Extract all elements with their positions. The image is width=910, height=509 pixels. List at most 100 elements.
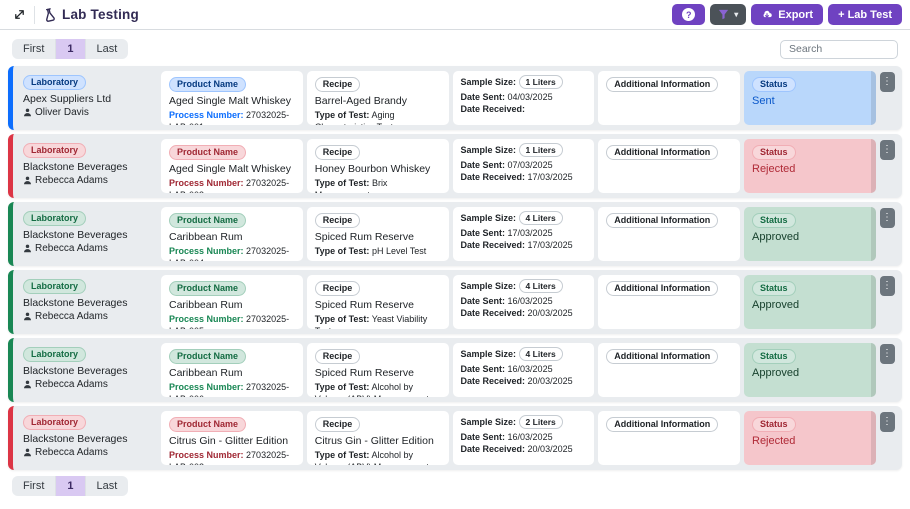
date-sent-label: Date Sent:	[460, 432, 506, 443]
filter-funnel-icon	[719, 9, 729, 20]
date-sent-value: 04/03/2025	[507, 92, 553, 103]
row-menu-column: ⋮	[876, 411, 898, 465]
rows-container: Laboratory Apex Suppliers Ltd Oliver Dav…	[0, 66, 910, 470]
row-menu-button[interactable]: ⋮	[879, 412, 895, 432]
type-of-test-value: Aging Characteristics Test	[315, 110, 395, 125]
status-badge: Status	[752, 144, 796, 161]
pagination-top: First 1 Last	[12, 39, 129, 59]
lab-test-row[interactable]: Laboratory Blackstone Beverages Rebecca …	[8, 270, 902, 334]
product-name-badge: Product Name	[169, 144, 247, 161]
product-card: Product Name Caribbean Rum Process Numbe…	[161, 343, 303, 397]
sample-size-badge: 4 Liters	[518, 347, 563, 362]
status-badge: Status	[752, 212, 796, 229]
row-menu-column: ⋮	[876, 207, 898, 261]
product-name-badge: Product Name	[169, 280, 247, 297]
contact-name: Rebecca Adams	[35, 243, 108, 255]
person-icon	[23, 448, 32, 457]
row-menu-button[interactable]: ⋮	[879, 276, 895, 296]
product-name: Citrus Gin - Glitter Edition	[169, 435, 289, 448]
date-received-value: 17/03/2025	[527, 240, 573, 251]
contact-name: Rebecca Adams	[35, 447, 108, 459]
lab-test-row[interactable]: Laboratory Blackstone Beverages Rebecca …	[8, 338, 902, 402]
process-number-value: 27032025-LAB-005	[169, 314, 290, 329]
sample-card: Sample Size: 2 Liters Date Sent: 16/03/2…	[452, 411, 595, 465]
laboratory-name: Blackstone Beverages	[23, 161, 128, 174]
contact-line: Rebecca Adams	[23, 379, 153, 390]
contact-name: Rebecca Adams	[35, 311, 108, 323]
type-of-test-label: Type of Test:	[314, 246, 370, 257]
pagination-page-1-button[interactable]: 1	[56, 476, 86, 496]
pagination-last-button[interactable]: Last	[85, 39, 129, 59]
status-value: Approved	[752, 367, 800, 380]
process-number-value: 27032025-LAB-001	[169, 110, 290, 125]
process-number-label: Process Number:	[169, 110, 244, 121]
lab-test-row[interactable]: Laboratory Blackstone Beverages Rebecca …	[8, 134, 902, 198]
laboratory-section: Laboratory Blackstone Beverages Rebecca …	[19, 275, 157, 329]
help-button[interactable]: ?	[672, 4, 706, 25]
export-button[interactable]: Export	[751, 4, 824, 25]
date-sent-line: Date Sent: 17/03/2025	[461, 227, 587, 239]
laboratory-section: Laboratory Blackstone Beverages Rebecca …	[19, 207, 157, 261]
sample-size-badge: 1 Liters	[518, 143, 563, 158]
add-lab-test-button[interactable]: + Lab Test	[828, 4, 902, 25]
recipe-badge: Recipe	[314, 76, 361, 93]
date-sent-value: 16/03/2025	[507, 364, 553, 375]
date-sent-value: 17/03/2025	[507, 228, 553, 239]
additional-info-card: Additional Information	[598, 275, 740, 329]
person-icon	[23, 108, 32, 117]
product-name: Aged Single Malt Whiskey	[169, 163, 291, 176]
caret-down-icon: ▾	[734, 10, 739, 19]
additional-information-badge: Additional Information	[606, 348, 719, 365]
additional-info-card: Additional Information	[598, 411, 740, 465]
pagination-first-button[interactable]: First	[12, 39, 57, 59]
laboratory-section: Laboratory Apex Suppliers Ltd Oliver Dav…	[19, 71, 157, 125]
recipe-badge: Recipe	[314, 280, 361, 297]
product-name-badge: Product Name	[169, 76, 247, 93]
sample-size-label: Sample Size:	[460, 145, 517, 155]
pagination-last-button[interactable]: Last	[85, 476, 129, 496]
status-value: Rejected	[752, 163, 796, 176]
recipe-card: Recipe Barrel-Aged Brandy Type of Test: …	[306, 71, 449, 125]
sample-size-badge: 4 Liters	[518, 211, 563, 226]
row-menu-column: ⋮	[876, 139, 898, 193]
process-number-label: Process Number:	[169, 382, 244, 393]
date-received-line: Date Received: 17/03/2025	[461, 171, 587, 183]
type-of-test-label: Type of Test:	[314, 450, 370, 461]
laboratory-section: Laboratory Blackstone Beverages Rebecca …	[19, 343, 157, 397]
row-menu-button[interactable]: ⋮	[879, 208, 895, 228]
lab-test-row[interactable]: Laboratory Blackstone Beverages Rebecca …	[8, 202, 902, 266]
process-number-value: 27032025-LAB-004	[169, 246, 290, 261]
product-name-badge: Product Name	[169, 212, 247, 229]
type-of-test-label: Type of Test:	[314, 314, 370, 325]
sample-size-line: Sample Size: 4 Liters	[461, 279, 587, 294]
date-sent-label: Date Sent:	[460, 228, 506, 239]
pagination-page-1-button[interactable]: 1	[56, 39, 86, 59]
date-sent-label: Date Sent:	[460, 92, 506, 103]
pagination-first-button[interactable]: First	[12, 476, 57, 496]
kebab-menu-icon: ⋮	[882, 280, 892, 291]
additional-info-card: Additional Information	[598, 207, 740, 261]
row-menu-button[interactable]: ⋮	[879, 140, 895, 160]
search-input[interactable]	[780, 39, 898, 59]
contact-name: Rebecca Adams	[35, 175, 108, 187]
date-sent-label: Date Sent:	[460, 296, 506, 307]
product-name-badge: Product Name	[169, 348, 247, 365]
row-menu-button[interactable]: ⋮	[879, 344, 895, 364]
type-of-test-line: Type of Test: Brix Measurement	[315, 177, 441, 193]
date-sent-value: 16/03/2025	[507, 296, 553, 307]
date-received-label: Date Received:	[460, 104, 526, 115]
process-number-line: Process Number: 27032025-LAB-006	[169, 381, 295, 397]
page-title: Lab Testing	[62, 7, 139, 22]
expand-icon[interactable]	[8, 4, 30, 26]
recipe-name: Citrus Gin - Glitter Edition	[314, 435, 434, 448]
row-menu-button[interactable]: ⋮	[879, 72, 895, 92]
lab-test-row[interactable]: Laboratory Blackstone Beverages Rebecca …	[8, 406, 902, 470]
lab-test-row[interactable]: Laboratory Apex Suppliers Ltd Oliver Dav…	[8, 66, 902, 130]
status-card: Status Rejected	[744, 139, 876, 193]
laboratory-section: Laboratory Blackstone Beverages Rebecca …	[19, 411, 157, 465]
date-received-label: Date Received:	[460, 172, 526, 183]
date-sent-line: Date Sent: 04/03/2025	[461, 91, 587, 103]
laboratory-name: Blackstone Beverages	[23, 433, 128, 446]
filter-button[interactable]: ▾	[710, 4, 747, 25]
status-card: Status Sent	[744, 71, 876, 125]
